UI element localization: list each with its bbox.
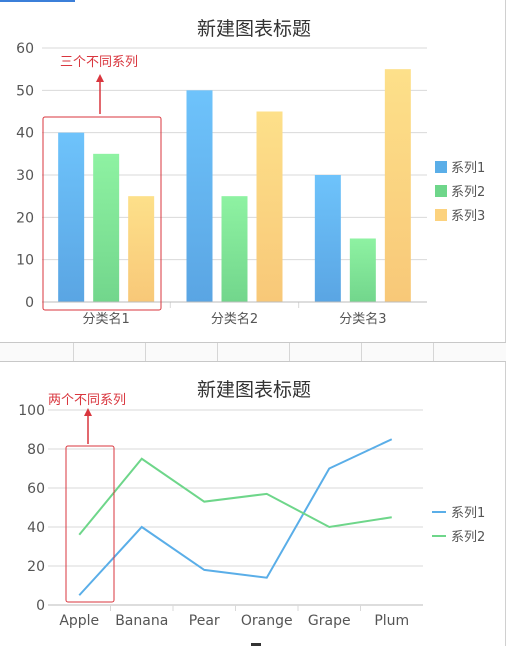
chart1-x-tick-label: 分类名3 (339, 311, 386, 327)
divider-cell (361, 343, 362, 361)
chart2-x-tick-label: Banana (115, 613, 168, 629)
chart2-y-tick-labels: 0 20 40 60 80 100 (18, 403, 45, 614)
chart1-bar (93, 153, 120, 302)
divider-cell (73, 343, 74, 361)
chart1-bar (186, 90, 213, 302)
chart2-y-tick-label: 80 (27, 442, 45, 458)
chart2-y-tick-label: 40 (27, 520, 45, 536)
chart1-y-tick-label: 50 (16, 83, 34, 99)
chart2-x-tick-label: Apple (59, 613, 99, 629)
chart1-legend: 系列1 系列2 系列3 (435, 161, 485, 224)
chart1-legend-label: 系列2 (451, 185, 485, 200)
chart2-x-tick-label: Orange (241, 613, 293, 629)
chart2-title: 新建图表标题 (197, 379, 311, 401)
chart1-annotation-arrowhead (96, 74, 104, 82)
chart1-y-tick-label: 60 (16, 41, 34, 57)
chart1-legend-swatch (435, 185, 447, 197)
chart2-gridlines (48, 409, 423, 606)
chart2-y-tick-label: 0 (36, 598, 45, 614)
chart1-y-tick-label: 10 (16, 253, 34, 269)
chart2-y-tick-label: 100 (18, 403, 45, 419)
chart1-legend-swatch (435, 209, 447, 221)
chart1-title: 新建图表标题 (197, 18, 311, 40)
chart1-annotation-text: 三个不同系列 (60, 55, 138, 70)
chart1-y-tick-label: 0 (25, 295, 34, 311)
chart1-x-tick-label: 分类名1 (83, 311, 130, 327)
chart1-bars (58, 69, 411, 303)
chart2-x-tick-label: Plum (374, 613, 409, 629)
chart1-legend-label: 系列3 (451, 209, 485, 224)
chart2-x-tick-label: Grape (308, 613, 351, 629)
chart1-annotation-box (42, 116, 162, 311)
chart2-series-line (78, 457, 392, 536)
chart1-bar (384, 69, 411, 303)
chart1-bar (256, 111, 283, 302)
line-chart-panel: 新建图表标题 0 20 40 60 80 100 Apple Banana Pear Orang… (0, 362, 506, 646)
top-accent-bar (0, 0, 75, 2)
divider-cell (145, 343, 146, 361)
divider-strip (0, 342, 506, 362)
divider-cell (289, 343, 290, 361)
chart2-x-tick-label: Pear (189, 613, 220, 629)
chart1-y-tick-labels: 0 10 20 30 40 50 60 (16, 41, 34, 311)
chart1-bar (221, 196, 248, 302)
divider-cell (217, 343, 218, 361)
chart2-y-tick-label: 20 (27, 559, 45, 575)
chart2-lines (78, 438, 393, 596)
chart2-legend-label: 系列1 (451, 506, 485, 521)
chart2-x-tick-labels: Apple Banana Pear Orange Grape Plum (48, 604, 423, 629)
chart2-annotation-text: 两个不同系列 (48, 393, 126, 408)
bottom-mark (251, 643, 261, 646)
chart1-y-tick-label: 30 (16, 168, 34, 184)
chart2-legend-label: 系列2 (451, 530, 485, 545)
chart1-legend-label: 系列1 (451, 161, 485, 176)
chart2-series-line (78, 438, 393, 596)
chart1-legend-swatch (435, 161, 447, 173)
chart2-annotation-box (65, 445, 115, 603)
bar-chart-svg: 新建图表标题 0 10 20 30 40 50 60 分类名1 分类名2 分类名3 系列1 系列2… (16, 18, 485, 327)
chart2-y-tick-label: 60 (27, 481, 45, 497)
chart1-y-tick-label: 20 (16, 210, 34, 226)
chart1-bar (58, 132, 85, 302)
chart1-x-tick-labels: 分类名1 分类名2 分类名3 (42, 301, 427, 327)
chart2-legend: 系列1 系列2 (432, 506, 485, 545)
divider-cell (433, 343, 434, 361)
bar-chart-panel: 新建图表标题 0 10 20 30 40 50 60 分类名1 分类名2 分类名3 系列1 系列2… (16, 0, 506, 342)
chart1-y-tick-label: 40 (16, 126, 34, 142)
chart1-bar (314, 175, 341, 302)
chart1-bar (128, 196, 155, 302)
line-chart-svg: 新建图表标题 0 20 40 60 80 100 Apple Banana Pear Orang… (18, 379, 485, 629)
chart1-bar (349, 238, 376, 302)
chart1-x-tick-label: 分类名2 (211, 311, 258, 327)
chart2-annotation-arrowhead (84, 408, 92, 416)
